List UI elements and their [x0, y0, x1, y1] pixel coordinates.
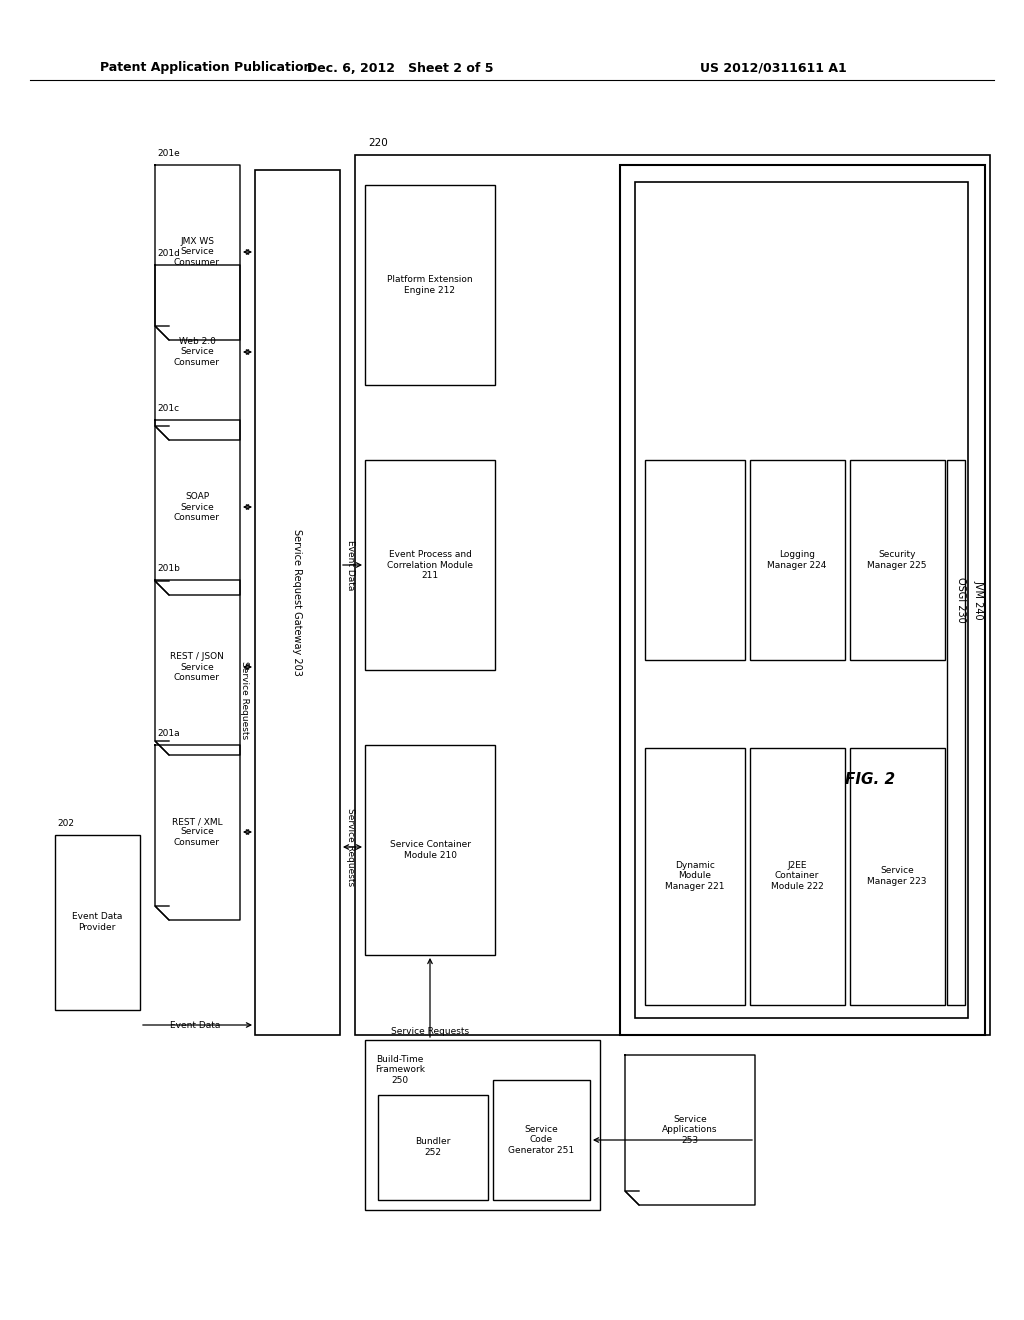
- Text: 201b: 201b: [157, 564, 180, 573]
- Bar: [378, 1096, 488, 1200]
- Bar: [947, 459, 965, 1005]
- Bar: [620, 165, 985, 1035]
- Bar: [645, 748, 745, 1005]
- Text: REST / JSON
Service
Consumer: REST / JSON Service Consumer: [170, 652, 224, 682]
- Text: SOAP
Service
Consumer: SOAP Service Consumer: [174, 492, 220, 521]
- Bar: [355, 154, 990, 1035]
- Bar: [750, 459, 845, 660]
- Text: Dec. 6, 2012   Sheet 2 of 5: Dec. 6, 2012 Sheet 2 of 5: [307, 62, 494, 74]
- Text: OSGI 230: OSGI 230: [956, 577, 966, 623]
- Bar: [850, 459, 945, 660]
- Text: 202: 202: [57, 818, 74, 828]
- Text: Bundler
252: Bundler 252: [416, 1138, 451, 1156]
- Text: Security
Manager 225: Security Manager 225: [867, 550, 927, 570]
- Text: Platform Extension
Engine 212: Platform Extension Engine 212: [387, 276, 473, 294]
- Text: Event Data
Provider: Event Data Provider: [72, 912, 122, 932]
- Bar: [255, 170, 340, 1035]
- Text: 201c: 201c: [157, 404, 179, 413]
- Text: Event Data: Event Data: [170, 1020, 220, 1030]
- Text: 201e: 201e: [157, 149, 180, 158]
- Text: Web 2.0
Service
Consumer: Web 2.0 Service Consumer: [174, 337, 220, 367]
- Text: FIG. 2: FIG. 2: [845, 772, 895, 788]
- Text: Service
Code
Generator 251: Service Code Generator 251: [508, 1125, 574, 1155]
- Bar: [365, 1040, 600, 1210]
- Bar: [365, 185, 495, 385]
- Polygon shape: [155, 744, 240, 920]
- Text: Service Container
Module 210: Service Container Module 210: [389, 841, 470, 859]
- Text: Build-Time
Framework
250: Build-Time Framework 250: [375, 1055, 425, 1085]
- Bar: [365, 744, 495, 954]
- Text: Service Request Gateway 203: Service Request Gateway 203: [292, 528, 302, 676]
- Bar: [365, 459, 495, 671]
- Text: Dynamic
Module
Manager 221: Dynamic Module Manager 221: [666, 861, 725, 891]
- Text: Service Requests: Service Requests: [345, 808, 354, 886]
- Bar: [635, 182, 968, 1018]
- Text: Service
Manager 223: Service Manager 223: [867, 866, 927, 886]
- Text: Patent Application Publication: Patent Application Publication: [100, 62, 312, 74]
- Text: JVM 240: JVM 240: [973, 581, 983, 620]
- Polygon shape: [155, 165, 240, 341]
- Bar: [850, 748, 945, 1005]
- Polygon shape: [155, 265, 240, 440]
- Text: 220: 220: [368, 139, 388, 148]
- Polygon shape: [155, 420, 240, 595]
- Polygon shape: [155, 579, 240, 755]
- Text: 201a: 201a: [157, 729, 179, 738]
- Text: Service
Applications
253: Service Applications 253: [663, 1115, 718, 1144]
- Text: Event Data: Event Data: [345, 540, 354, 590]
- Text: J2EE
Container
Module 222: J2EE Container Module 222: [771, 861, 823, 891]
- Text: REST / XML
Service
Consumer: REST / XML Service Consumer: [172, 817, 222, 847]
- Polygon shape: [625, 1055, 755, 1205]
- Text: JMX WS
Service
Consumer: JMX WS Service Consumer: [174, 238, 220, 267]
- Bar: [645, 459, 745, 660]
- Text: Service Requests: Service Requests: [241, 661, 250, 739]
- Bar: [55, 836, 140, 1010]
- Text: US 2012/0311611 A1: US 2012/0311611 A1: [700, 62, 847, 74]
- Text: Event Process and
Correlation Module
211: Event Process and Correlation Module 211: [387, 550, 473, 579]
- Bar: [750, 748, 845, 1005]
- Bar: [493, 1080, 590, 1200]
- Text: Logging
Manager 224: Logging Manager 224: [767, 550, 826, 570]
- Text: 201d: 201d: [157, 249, 180, 257]
- Text: Service Requests: Service Requests: [391, 1027, 469, 1036]
